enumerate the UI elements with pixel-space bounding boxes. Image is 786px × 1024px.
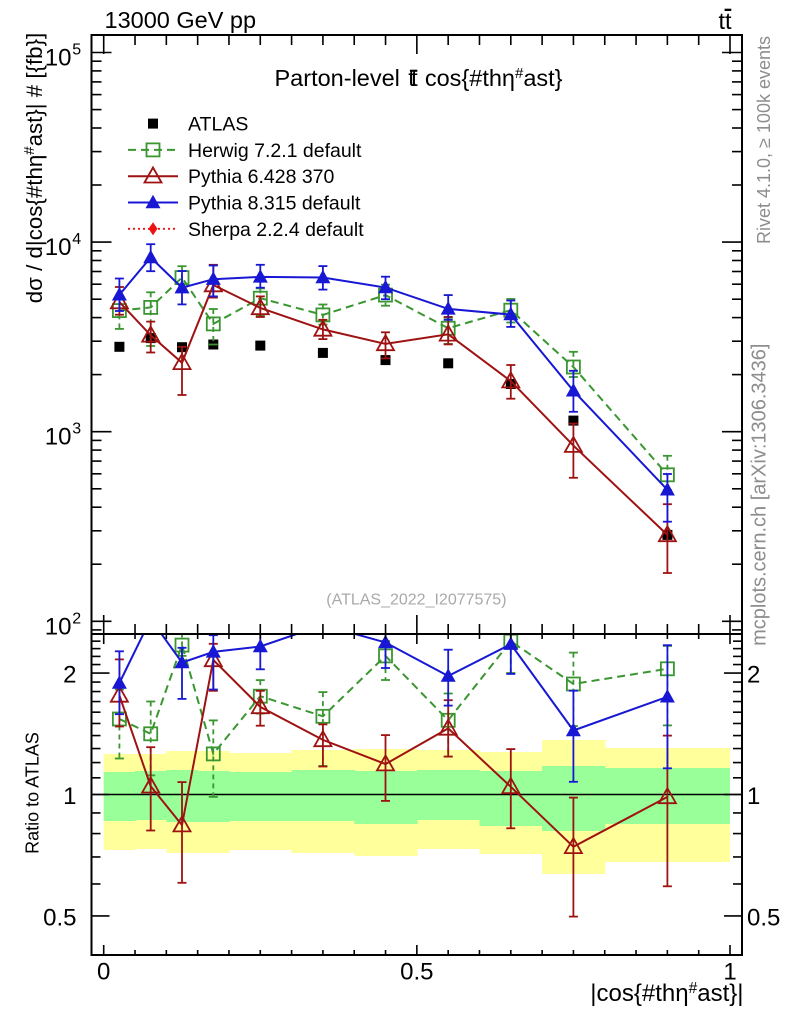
svg-text:10: 10 bbox=[45, 234, 72, 261]
svg-text:0.5: 0.5 bbox=[747, 904, 780, 931]
svg-text:tt: tt bbox=[718, 8, 732, 34]
svg-text:Pythia 6.428 370: Pythia 6.428 370 bbox=[188, 166, 335, 188]
svg-text:dσ / d|cos{#thη#ast}| # [{fb}]: dσ / d|cos{#thη#ast}| # [{fb}] bbox=[21, 33, 47, 303]
svg-text:|cos{#thη#ast}|: |cos{#thη#ast}| bbox=[590, 980, 743, 1007]
svg-text:0: 0 bbox=[97, 959, 110, 986]
svg-text:5: 5 bbox=[72, 42, 81, 59]
svg-text:1: 1 bbox=[747, 783, 760, 810]
svg-text:Rivet 4.1.0, ≥ 100k events: Rivet 4.1.0, ≥ 100k events bbox=[754, 36, 774, 244]
svg-text:2: 2 bbox=[747, 662, 760, 689]
svg-text:2: 2 bbox=[63, 662, 76, 689]
svg-text:Sherpa 2.2.4 default: Sherpa 2.2.4 default bbox=[188, 219, 364, 241]
svg-text:1: 1 bbox=[723, 959, 736, 986]
svg-text:0.5: 0.5 bbox=[43, 904, 76, 931]
svg-text:10: 10 bbox=[45, 45, 72, 72]
svg-text:4: 4 bbox=[72, 231, 81, 248]
svg-text:(ATLAS_2022_I2077575): (ATLAS_2022_I2077575) bbox=[326, 592, 506, 609]
svg-text:cos{#thη#ast}: cos{#thη#ast} bbox=[418, 65, 562, 91]
svg-text:13000 GeV pp: 13000 GeV pp bbox=[105, 7, 257, 33]
svg-text:0.5: 0.5 bbox=[400, 959, 433, 986]
svg-text:Pythia 8.315 default: Pythia 8.315 default bbox=[188, 193, 361, 215]
svg-text:10: 10 bbox=[45, 613, 72, 640]
svg-text:Parton-level: Parton-level bbox=[275, 65, 400, 91]
svg-text:ATLAS: ATLAS bbox=[188, 114, 248, 136]
svg-text:3: 3 bbox=[72, 421, 81, 438]
svg-text:mcplots.cern.ch [arXiv:1306.34: mcplots.cern.ch [arXiv:1306.3436] bbox=[749, 344, 771, 646]
svg-text:10: 10 bbox=[45, 424, 72, 451]
svg-text:Herwig 7.2.1 default: Herwig 7.2.1 default bbox=[188, 140, 362, 162]
svg-text:1: 1 bbox=[63, 783, 76, 810]
svg-text:2: 2 bbox=[72, 610, 81, 627]
svg-text:Ratio to ATLAS: Ratio to ATLAS bbox=[23, 732, 43, 854]
